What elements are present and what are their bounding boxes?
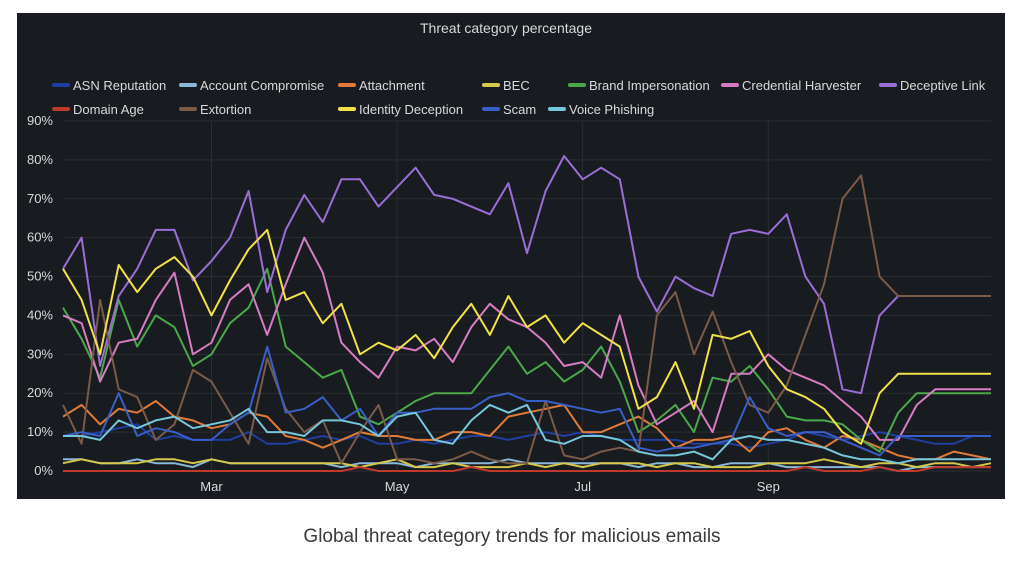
legend-label: Domain Age bbox=[73, 102, 144, 117]
legend-label: BEC bbox=[503, 78, 530, 93]
legend-item[interactable]: Attachment bbox=[338, 78, 425, 93]
y-tick-label: 90% bbox=[27, 113, 53, 128]
series-line-extortion[interactable] bbox=[62, 174, 991, 465]
legend-label: Attachment bbox=[359, 78, 425, 93]
legend-item[interactable]: Brand Impersonation bbox=[568, 78, 710, 93]
legend-label: Scam bbox=[503, 102, 536, 117]
series-line-domain-age[interactable] bbox=[63, 466, 991, 472]
legend-item[interactable]: Extortion bbox=[179, 102, 251, 117]
y-tick-label: 0% bbox=[34, 463, 53, 478]
x-tick-label: May bbox=[385, 479, 410, 494]
legend-label: ASN Reputation bbox=[73, 78, 166, 93]
y-tick-label: 40% bbox=[27, 307, 53, 322]
legend-label: Deceptive Link bbox=[900, 78, 986, 93]
chart-series-lines bbox=[62, 155, 992, 472]
legend-label: Identity Deception bbox=[359, 102, 463, 117]
y-tick-label: 70% bbox=[27, 191, 53, 206]
series-line-credential-harvester[interactable] bbox=[62, 236, 991, 441]
legend-label: Credential Harvester bbox=[742, 78, 862, 93]
legend-item[interactable]: Credential Harvester bbox=[721, 78, 862, 93]
legend-item[interactable]: Deceptive Link bbox=[879, 78, 986, 93]
legend-item[interactable]: Account Compromise bbox=[179, 78, 324, 93]
legend-label: Voice Phishing bbox=[569, 102, 654, 117]
legend-item[interactable]: Identity Deception bbox=[338, 102, 463, 117]
y-tick-label: 60% bbox=[27, 230, 53, 245]
legend-item[interactable]: ASN Reputation bbox=[52, 78, 166, 93]
x-axis: Mar May Jul Sep bbox=[200, 479, 780, 494]
y-tick-label: 50% bbox=[27, 269, 53, 284]
y-tick-label: 20% bbox=[27, 385, 53, 400]
series-line-identity-deception[interactable] bbox=[62, 228, 991, 445]
series-line-voice-phishing[interactable] bbox=[63, 403, 991, 465]
legend-item[interactable]: Scam bbox=[482, 102, 536, 117]
series-line-scam[interactable] bbox=[62, 345, 991, 457]
x-tick-label: Sep bbox=[757, 479, 780, 494]
chart-panel: Threat category percentage ASN Reputatio… bbox=[17, 13, 1005, 499]
x-tick-label: Mar bbox=[200, 479, 223, 494]
legend-label: Brand Impersonation bbox=[589, 78, 710, 93]
series-line-deceptive-link[interactable] bbox=[62, 155, 991, 395]
y-tick-label: 80% bbox=[27, 152, 53, 167]
chart-caption: Global threat category trends for malici… bbox=[303, 526, 721, 547]
series-line-attachment[interactable] bbox=[62, 400, 992, 461]
series-line-asn-reputation[interactable] bbox=[63, 423, 991, 449]
y-tick-label: 30% bbox=[27, 346, 53, 361]
y-axis: 0% 10% 20% 30% 40% 50% 60% 70% 80% 90% bbox=[27, 113, 53, 478]
chart-legend: ASN Reputation Account Compromise Attachme… bbox=[52, 78, 986, 117]
legend-item[interactable]: Domain Age bbox=[52, 102, 144, 117]
legend-label: Account Compromise bbox=[200, 78, 324, 93]
legend-item[interactable]: Voice Phishing bbox=[548, 102, 654, 117]
y-tick-label: 10% bbox=[27, 424, 53, 439]
x-tick-label: Jul bbox=[574, 479, 591, 494]
chart-title: Threat category percentage bbox=[420, 20, 592, 36]
line-chart: Threat category percentage ASN Reputatio… bbox=[27, 20, 992, 494]
legend-item[interactable]: BEC bbox=[482, 78, 530, 93]
legend-label: Extortion bbox=[200, 102, 251, 117]
